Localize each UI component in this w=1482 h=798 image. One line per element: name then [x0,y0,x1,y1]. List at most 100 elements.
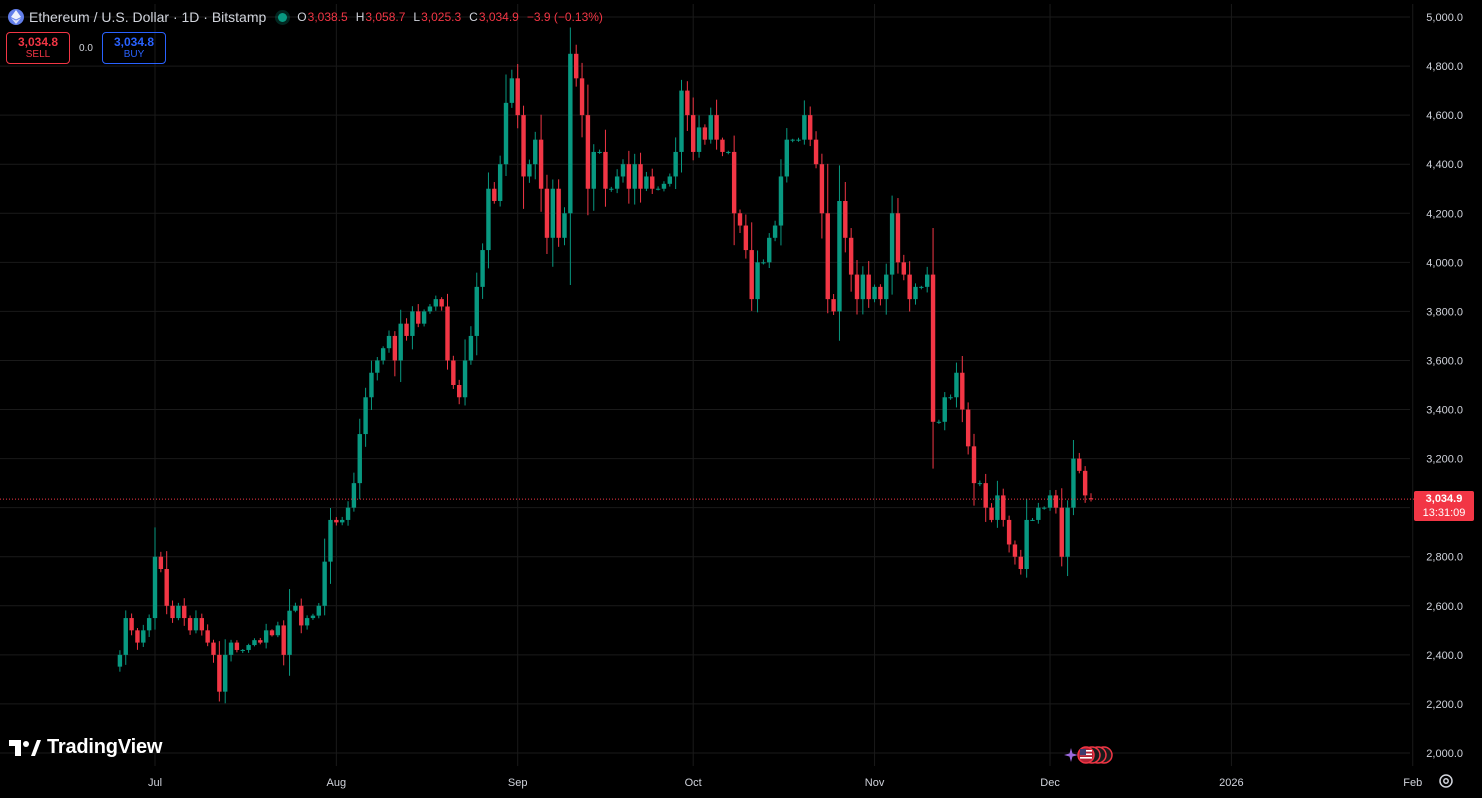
high-key: H [355,10,365,24]
candle-body [538,139,544,189]
candle [644,171,649,192]
candle-body [585,115,591,189]
candle [223,639,228,704]
candle-body [790,139,795,141]
candle [1053,489,1059,514]
candle [632,153,637,205]
gear-icon[interactable] [1437,772,1455,790]
candle-body [351,483,357,508]
candle-body [527,164,532,177]
candle [445,293,450,370]
candle-body [597,151,602,153]
tradingview-icon [9,739,41,756]
candle [948,394,953,400]
candle-body [819,164,825,214]
candle-body [936,421,942,423]
candle [462,339,468,406]
candle-body [731,151,737,214]
time-axis: Jul Aug Sep Oct Nov Dec 2026 Feb [148,777,1422,789]
candle [901,254,906,281]
candle-body [380,348,386,361]
candle [398,309,403,383]
candle-body [609,188,614,190]
y-tick-label: 3,400.0 [1426,405,1463,417]
candle-body [328,519,333,562]
candle-body [1088,498,1094,500]
candle-body [562,213,567,238]
candle-body [550,188,555,238]
ethereum-icon [8,9,24,25]
candle-body [1077,458,1082,471]
candle-body [650,176,655,189]
open-value: 3,038.5 [307,10,348,24]
candle [1065,500,1070,577]
candle [761,259,766,265]
low-key: L [413,10,421,24]
candle-body [825,213,830,300]
candle-body [334,519,339,523]
y-tick-label: 4,600.0 [1426,110,1463,122]
candle-body [299,605,304,626]
candle-body [796,139,801,141]
candle-body [316,605,321,616]
candle [1018,549,1023,575]
candle [854,260,860,315]
x-tick-label: Dec [1040,777,1060,789]
candle [556,179,561,247]
candle [369,360,374,410]
candle-body [1018,556,1023,569]
candle [574,44,579,87]
close-key: C [469,10,478,24]
candle-body [813,139,819,165]
candle-body [129,618,134,631]
candle [913,283,918,305]
candle [474,272,479,356]
x-tick-label: Aug [327,777,347,789]
candle [217,641,222,702]
candle-body [784,139,789,177]
buy-button[interactable]: 3,034.8 BUY [102,32,166,64]
candle [146,614,152,637]
candle-body [854,274,860,300]
candle [650,168,655,194]
tradingview-logo[interactable]: TradingView [9,736,162,759]
candle-body [497,164,503,201]
candle-body [843,201,848,238]
candle [585,84,591,216]
candle-body [263,630,269,643]
candle-body [983,483,988,508]
candle [603,129,608,207]
candle-body [240,649,245,651]
candle-body [655,188,661,190]
candle [708,107,713,144]
candle-body [831,299,836,312]
candle [433,295,438,311]
candle [1059,488,1064,567]
candle [597,149,602,154]
symbol-title[interactable]: Ethereum / U.S. Dollar · 1D · Bitstamp [29,9,267,25]
us-flag-icon[interactable] [1077,746,1113,764]
open-key: O [297,10,307,24]
candle-body [152,556,158,619]
candle [521,105,526,209]
candle [439,297,444,311]
sell-button[interactable]: 3,034.8 SELL [6,32,70,64]
candle-body [574,53,579,79]
candle [193,610,199,634]
candle [141,624,146,647]
candle [211,639,216,663]
candle [527,159,532,183]
market-status-dot[interactable] [278,12,288,22]
change-value: −3.9 (−0.13%) [526,10,603,24]
candle [363,387,368,447]
candle-body [503,102,509,165]
candle-body [223,654,228,692]
candle-body [1036,507,1041,520]
candle [919,285,924,290]
economic-events-markers[interactable] [1062,745,1114,765]
candle-body [1006,519,1012,545]
candle-body [404,323,409,336]
candle-body [948,397,953,399]
candle [544,174,550,254]
